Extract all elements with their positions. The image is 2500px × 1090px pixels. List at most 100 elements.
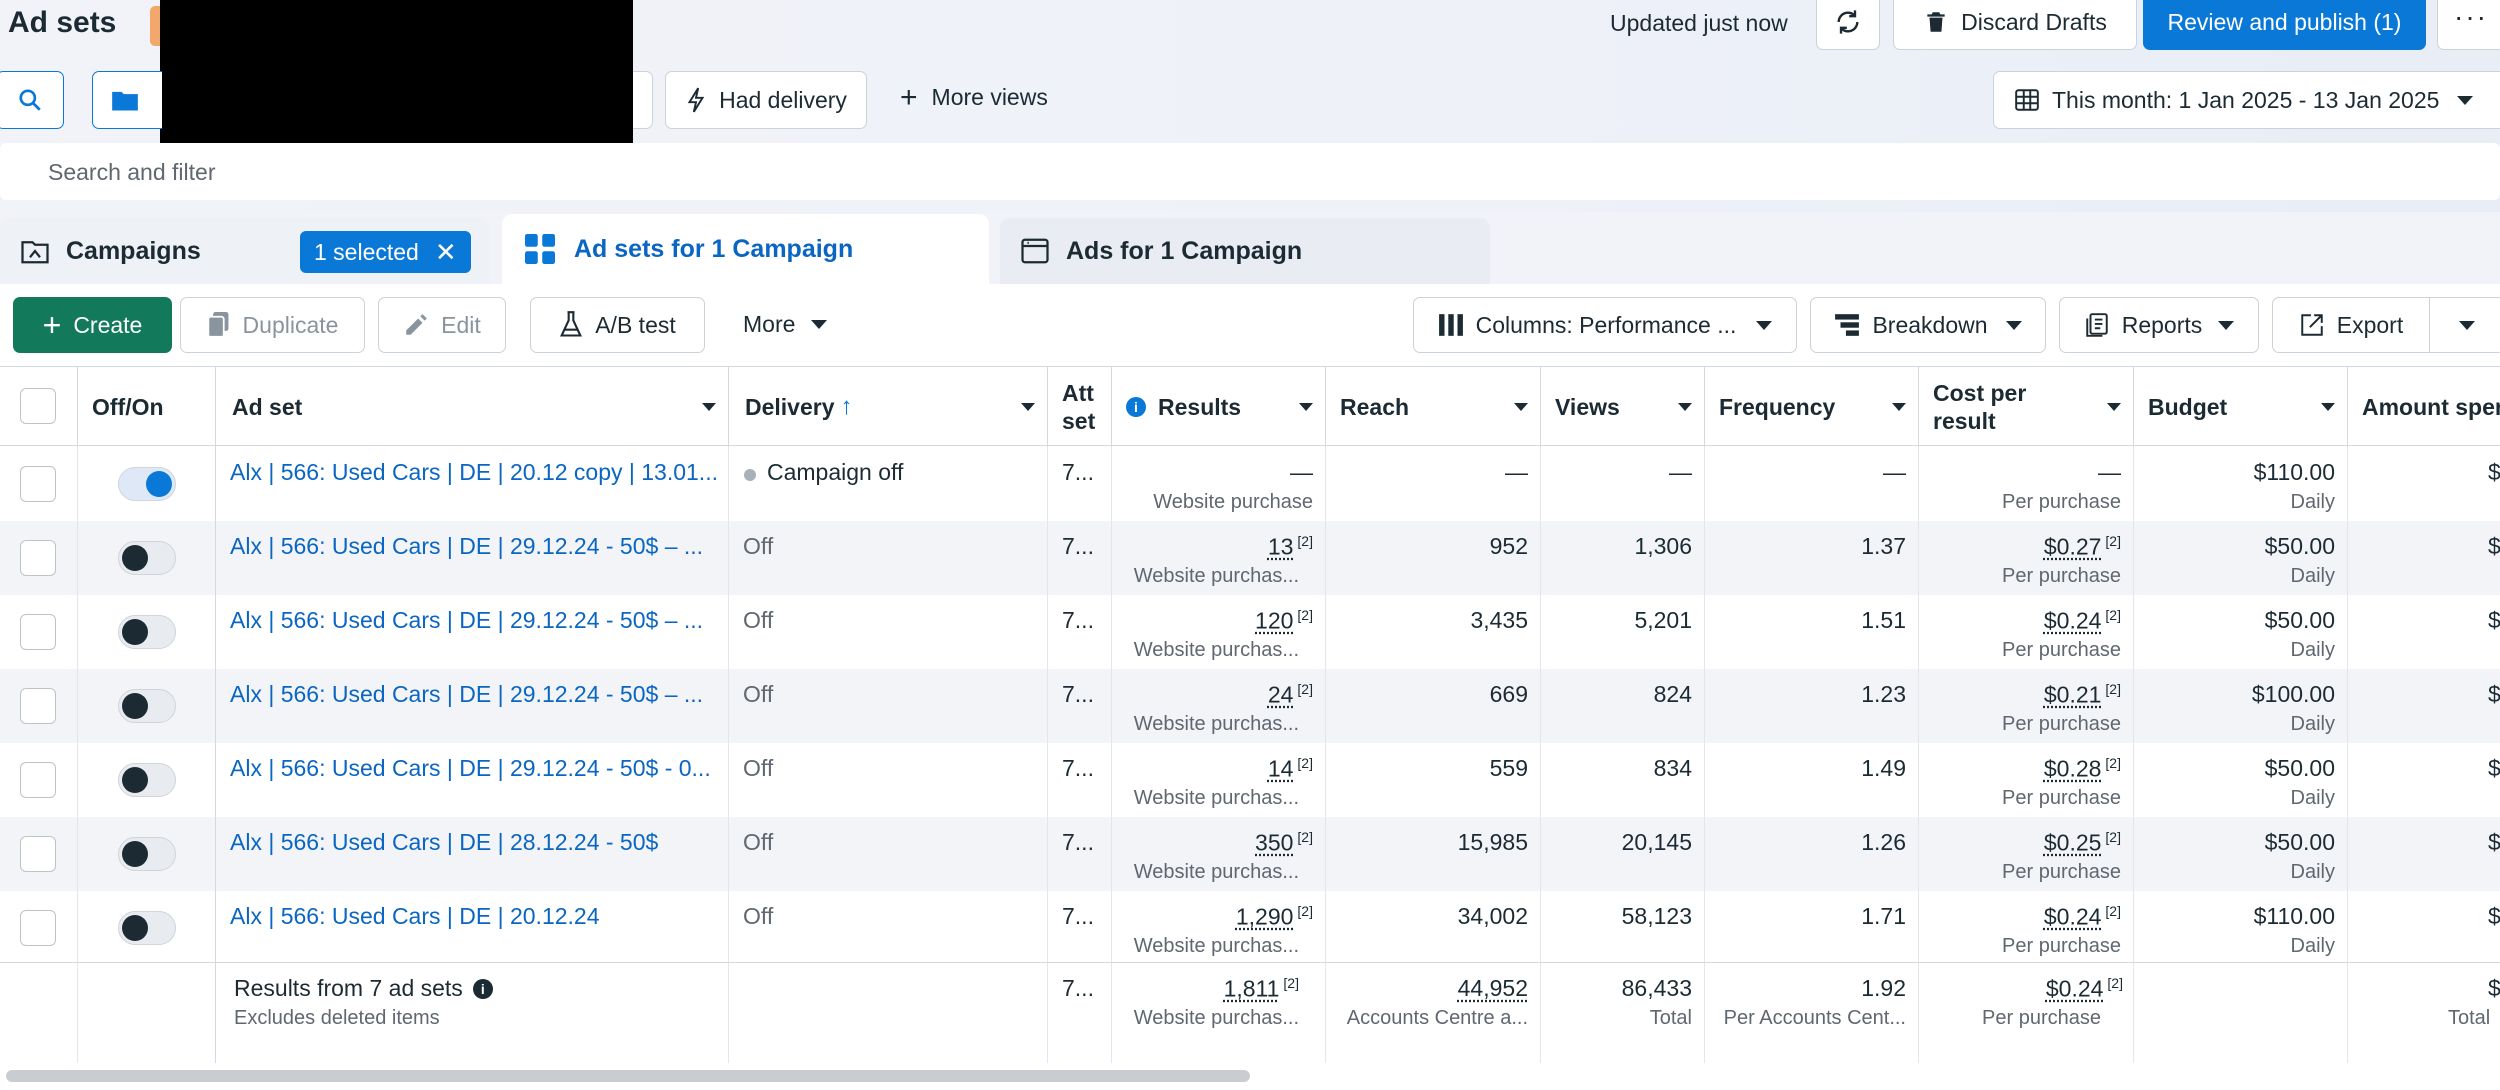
row-checkbox[interactable] [20, 910, 56, 946]
row-toggle[interactable] [118, 689, 176, 723]
header-budget[interactable]: Budget [2134, 367, 2348, 447]
ab-test-button[interactable]: A/B test [530, 297, 705, 353]
header-attribution[interactable]: Att set [1048, 367, 1112, 447]
cell-name: Alx | 566: Used Cars | DE | 29.12.24 - 5… [216, 669, 729, 743]
scrollbar-thumb[interactable] [6, 1070, 1250, 1082]
row-checkbox[interactable] [20, 540, 56, 576]
had-delivery-button[interactable]: Had delivery [665, 71, 867, 129]
header-delivery[interactable]: Delivery ↑ [729, 367, 1048, 447]
cell-reach: 952 [1326, 521, 1541, 595]
chevron-down-icon[interactable] [1021, 403, 1035, 411]
cell-amount: $ [2348, 669, 2500, 743]
adset-name-link[interactable]: Alx | 566: Used Cars | DE | 29.12.24 - 5… [230, 533, 704, 559]
header-reach[interactable]: Reach [1326, 367, 1541, 447]
selected-chip[interactable]: 1 selected ✕ [300, 231, 471, 273]
tab-ads[interactable]: Ads for 1 Campaign [1000, 218, 1490, 284]
results-value[interactable]: 24 [1267, 681, 1294, 708]
row-checkbox[interactable] [20, 614, 56, 650]
adset-name-link[interactable]: Alx | 566: Used Cars | DE | 29.12.24 - 5… [230, 755, 711, 781]
columns-dropdown[interactable]: Columns: Performance ... [1413, 297, 1797, 353]
close-icon[interactable]: ✕ [434, 237, 457, 267]
header-cost-per-result[interactable]: Cost per result [1919, 367, 2134, 447]
summary-reach[interactable]: 44,952 [1457, 975, 1528, 1001]
cell-reach: 3,435 [1326, 595, 1541, 669]
folder-filter-button[interactable] [92, 71, 162, 129]
cost-value[interactable]: $0.24 [2043, 607, 2102, 634]
create-button[interactable]: + Create [13, 297, 172, 353]
horizontal-scrollbar[interactable] [0, 1064, 2500, 1086]
info-icon[interactable]: i [472, 978, 493, 999]
cost-value[interactable]: $0.27 [2043, 533, 2102, 560]
search-button[interactable] [0, 71, 64, 129]
adset-name-link[interactable]: Alx | 566: Used Cars | DE | 29.12.24 - 5… [230, 607, 704, 633]
cell-amount: $2 [2348, 595, 2500, 669]
results-value[interactable]: 120 [1255, 607, 1294, 634]
select-all-checkbox[interactable] [20, 388, 56, 424]
header-views[interactable]: Views [1541, 367, 1705, 447]
header-adset[interactable]: Ad set [216, 367, 729, 447]
tab-adsets[interactable]: Ad sets for 1 Campaign [502, 214, 989, 284]
cell-attr: 7... [1048, 447, 1112, 521]
more-views-button[interactable]: + More views [900, 82, 1048, 112]
row-toggle[interactable] [118, 467, 176, 501]
cost-value[interactable]: $0.28 [2043, 755, 2102, 782]
row-toggle[interactable] [118, 541, 176, 575]
cell-views: 20,145 [1541, 817, 1705, 891]
cost-value[interactable]: $0.21 [2043, 681, 2102, 708]
summary-offon-cell [78, 963, 216, 1063]
summary-reach-cell: 44,952 Accounts Centre a... [1326, 963, 1541, 1063]
row-toggle[interactable] [118, 615, 176, 649]
chevron-down-icon[interactable] [702, 403, 716, 411]
sort-up-arrow-icon[interactable]: ↑ [840, 393, 853, 420]
results-value[interactable]: 1,290 [1235, 903, 1294, 930]
adset-name-link[interactable]: Alx | 566: Used Cars | DE | 20.12 copy |… [230, 459, 720, 485]
header-results[interactable]: i Results [1112, 367, 1326, 447]
adset-name-link[interactable]: Alx | 566: Used Cars | DE | 29.12.24 - 5… [230, 681, 704, 707]
chevron-down-icon[interactable] [2107, 403, 2121, 411]
footnote-marker: [2] [2105, 533, 2121, 549]
header-amount-spent[interactable]: Amount sper [2348, 367, 2500, 447]
review-publish-button[interactable]: Review and publish (1) [2143, 0, 2426, 50]
row-checkbox[interactable] [20, 762, 56, 798]
cost-value[interactable]: $0.24 [2043, 903, 2102, 930]
results-sub: Website purchas... [1133, 639, 1299, 661]
row-toggle[interactable] [118, 763, 176, 797]
cell-check [0, 595, 78, 669]
summary-cost[interactable]: $0.24 [2045, 975, 2104, 1002]
results-value[interactable]: 13 [1267, 533, 1294, 560]
chevron-down-icon[interactable] [2321, 403, 2335, 411]
export-dropdown-button[interactable] [2429, 297, 2500, 353]
breakdown-dropdown[interactable]: Breakdown [1810, 297, 2046, 353]
chevron-down-icon[interactable] [1514, 403, 1528, 411]
cost-value[interactable]: $0.25 [2043, 829, 2102, 856]
row-checkbox[interactable] [20, 688, 56, 724]
refresh-button[interactable] [1816, 0, 1880, 50]
adset-name-link[interactable]: Alx | 566: Used Cars | DE | 20.12.24 [230, 903, 600, 929]
info-icon[interactable]: i [1126, 397, 1146, 417]
attribution-setting: 7... [1062, 755, 1094, 781]
chevron-down-icon[interactable] [1299, 403, 1313, 411]
row-checkbox[interactable] [20, 466, 56, 502]
more-dropdown[interactable]: More [743, 311, 828, 338]
search-filter-input[interactable]: Search and filter [0, 143, 2500, 200]
results-value[interactable]: 350 [1255, 829, 1294, 856]
chevron-down-icon[interactable] [1892, 403, 1906, 411]
reports-dropdown[interactable]: Reports [2059, 297, 2259, 353]
row-toggle[interactable] [118, 911, 176, 945]
duplicate-button[interactable]: Duplicate [180, 297, 365, 353]
chevron-down-icon[interactable] [1678, 403, 1692, 411]
adset-name-link[interactable]: Alx | 566: Used Cars | DE | 28.12.24 - 5… [230, 829, 659, 855]
discard-drafts-button[interactable]: Discard Drafts [1893, 0, 2137, 50]
row-toggle[interactable] [118, 837, 176, 871]
header-frequency[interactable]: Frequency [1705, 367, 1919, 447]
tab-campaigns-label: Campaigns [66, 236, 201, 265]
date-range-button[interactable]: This month: 1 Jan 2025 - 13 Jan 2025 [1993, 71, 2500, 129]
export-button[interactable]: Export [2272, 297, 2430, 353]
cell-delivery: Off [729, 743, 1048, 817]
cost-value-wrap: $0.24 [2] [2044, 607, 2121, 635]
results-value[interactable]: 14 [1267, 755, 1294, 782]
edit-button[interactable]: Edit [378, 297, 506, 353]
more-options-button[interactable]: ··· [2437, 0, 2500, 50]
row-checkbox[interactable] [20, 836, 56, 872]
summary-results[interactable]: 1,811 [1223, 975, 1280, 1002]
